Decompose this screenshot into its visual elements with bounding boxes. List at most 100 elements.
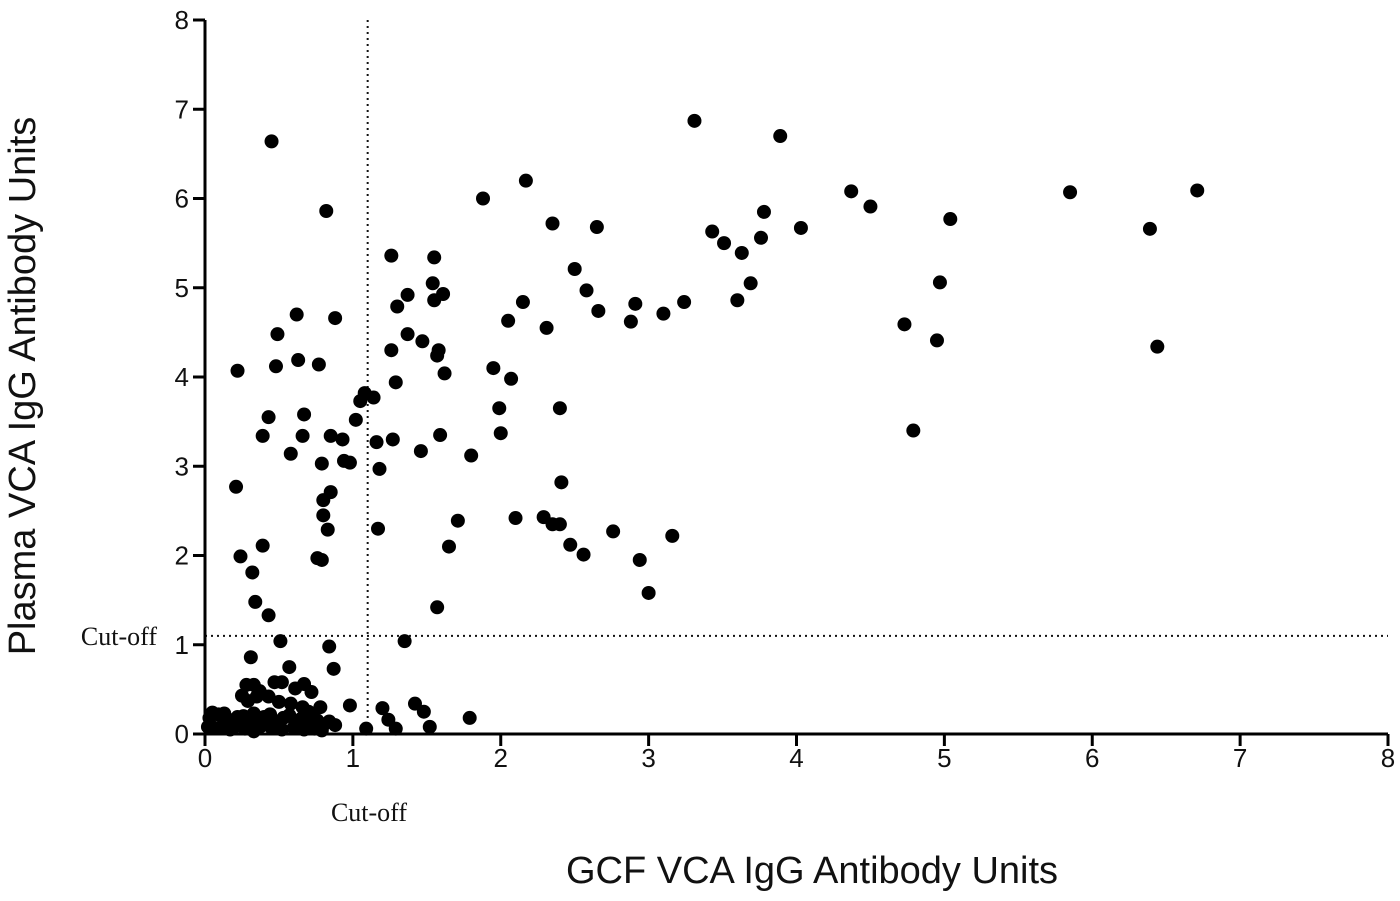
data-point	[515, 295, 530, 310]
data-point	[504, 371, 519, 386]
data-point	[641, 585, 656, 600]
x-cutoff-label: Cut-off	[331, 798, 407, 827]
data-point	[304, 685, 319, 700]
data-point	[322, 639, 337, 654]
data-point	[400, 287, 415, 302]
data-point	[554, 475, 569, 490]
data-point	[230, 363, 245, 378]
data-point	[552, 401, 567, 416]
data-point	[273, 634, 288, 649]
data-point	[328, 718, 343, 733]
data-points	[200, 113, 1205, 739]
data-point	[323, 485, 338, 500]
data-point	[437, 366, 452, 381]
data-point	[264, 134, 279, 149]
data-point	[1190, 183, 1205, 198]
y-axis-title: Plasma VCA IgG Antibody Units	[2, 117, 44, 656]
data-point	[388, 721, 403, 736]
data-point	[493, 426, 508, 441]
data-point	[255, 428, 270, 443]
data-point	[436, 286, 451, 301]
data-point	[326, 661, 341, 676]
y-tick-label: 3	[175, 451, 189, 481]
data-point	[450, 513, 465, 528]
data-point	[656, 306, 671, 321]
data-point	[233, 549, 248, 564]
data-point	[314, 723, 329, 738]
data-point	[311, 357, 326, 372]
data-point	[1150, 339, 1165, 354]
data-point	[323, 428, 338, 443]
data-point	[687, 113, 702, 128]
x-tick-label: 4	[789, 743, 803, 773]
data-point	[563, 537, 578, 552]
data-point	[261, 608, 276, 623]
y-tick-label: 8	[175, 5, 189, 35]
data-point	[314, 552, 329, 567]
data-point	[397, 634, 412, 649]
data-point	[464, 448, 479, 463]
x-tick-label: 7	[1233, 743, 1247, 773]
data-point	[385, 432, 400, 447]
data-point	[413, 444, 428, 459]
x-tick-label: 3	[641, 743, 655, 773]
data-point	[289, 307, 304, 322]
data-point	[388, 375, 403, 390]
data-point	[623, 314, 638, 329]
x-axis-title: GCF VCA IgG Antibody Units	[566, 850, 1058, 892]
data-point	[545, 216, 560, 231]
data-point	[359, 721, 374, 736]
x-tick-label: 2	[494, 743, 508, 773]
data-point	[567, 262, 582, 277]
axes	[193, 18, 1390, 746]
data-point	[734, 245, 749, 260]
data-point	[375, 701, 390, 716]
data-point	[422, 719, 437, 734]
data-point	[677, 295, 692, 310]
data-point	[328, 311, 343, 326]
data-point	[366, 390, 381, 405]
data-point	[372, 461, 387, 476]
data-point	[717, 236, 732, 251]
data-point	[425, 276, 440, 291]
data-point	[539, 320, 554, 335]
data-point	[283, 446, 298, 461]
y-tick-label: 1	[175, 630, 189, 660]
data-point	[268, 359, 283, 374]
data-point	[314, 456, 329, 471]
y-tick-label: 0	[175, 719, 189, 749]
x-tick-label: 8	[1381, 743, 1395, 773]
data-point	[705, 224, 720, 239]
data-point	[407, 696, 422, 711]
data-point	[286, 720, 301, 735]
data-point	[552, 517, 567, 532]
data-point	[274, 675, 289, 690]
data-point	[606, 524, 621, 539]
data-point	[665, 528, 680, 543]
data-point	[793, 220, 808, 235]
data-point	[427, 250, 442, 265]
data-point	[371, 521, 386, 536]
x-tick-label: 5	[937, 743, 951, 773]
y-tick-label: 7	[175, 94, 189, 124]
data-point	[390, 299, 405, 314]
data-point	[243, 650, 258, 665]
data-point	[249, 689, 264, 704]
data-point	[384, 343, 399, 358]
data-point	[400, 327, 415, 342]
y-tick-label: 5	[175, 273, 189, 303]
data-point	[844, 184, 859, 199]
data-point	[932, 275, 947, 290]
data-point	[282, 660, 297, 675]
data-point	[255, 538, 270, 553]
data-point	[320, 522, 335, 537]
data-point	[319, 203, 334, 218]
data-point	[297, 407, 312, 422]
data-point	[591, 303, 606, 318]
data-point	[486, 361, 501, 376]
data-point	[295, 428, 310, 443]
data-point	[589, 220, 604, 235]
data-point	[929, 333, 944, 348]
data-point	[773, 129, 788, 144]
